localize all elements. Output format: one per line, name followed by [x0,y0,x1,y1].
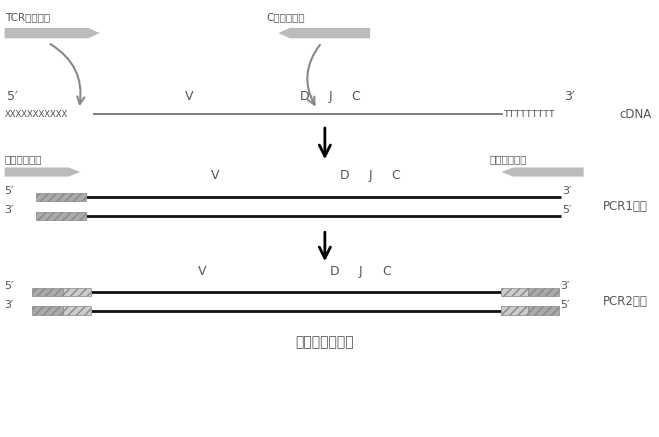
Text: V: V [185,90,193,104]
Bar [36,193,86,201]
Text: C: C [391,170,401,182]
Bar [36,212,86,220]
Text: J: J [358,265,362,278]
Text: V: V [211,170,219,182]
Bar [63,306,91,315]
FancyArrow shape [5,167,80,177]
Text: C区基因引物: C区基因引物 [267,12,305,22]
Text: D: D [339,170,349,182]
Bar [528,306,559,315]
Text: C: C [351,90,360,104]
Text: 5′: 5′ [7,90,17,104]
Text: TCR接头引物: TCR接头引物 [5,12,49,22]
Text: J: J [328,90,332,104]
Bar [501,288,528,296]
Text: XXXXXXXXXXX: XXXXXXXXXXX [5,110,68,119]
Text: V: V [198,265,206,278]
FancyArrow shape [5,28,100,38]
Text: 标签上游引物: 标签上游引物 [5,154,42,164]
Text: 标签下游引物: 标签下游引物 [490,154,527,164]
Text: 3′: 3′ [5,299,14,309]
FancyArrow shape [501,167,584,177]
Text: 3′: 3′ [562,186,572,196]
Text: 5′: 5′ [5,186,14,196]
Text: C: C [382,265,391,278]
Text: cDNA: cDNA [619,108,652,121]
Text: 可上机测序文库: 可上机测序文库 [295,335,354,349]
Text: 5′: 5′ [562,205,572,215]
Text: 3′: 3′ [560,281,570,291]
Bar [32,288,63,296]
Text: PCR2产物: PCR2产物 [603,295,648,308]
Text: 3′: 3′ [5,205,14,215]
Text: PCR1产物: PCR1产物 [603,200,648,213]
Text: D: D [330,265,339,278]
Text: J: J [368,170,372,182]
Text: 5′: 5′ [5,281,14,291]
Bar [501,306,528,315]
Text: D: D [299,90,309,104]
Text: 5′: 5′ [560,299,570,309]
Text: TTTTTTTTT: TTTTTTTTT [503,110,555,119]
Bar [32,306,63,315]
FancyArrow shape [278,28,370,38]
Bar [528,288,559,296]
Text: 3′: 3′ [564,90,575,104]
Bar [63,288,91,296]
